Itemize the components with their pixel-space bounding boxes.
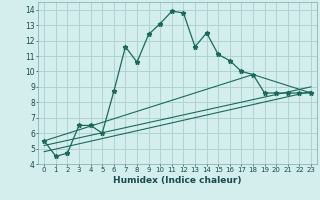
X-axis label: Humidex (Indice chaleur): Humidex (Indice chaleur) [113, 176, 242, 185]
